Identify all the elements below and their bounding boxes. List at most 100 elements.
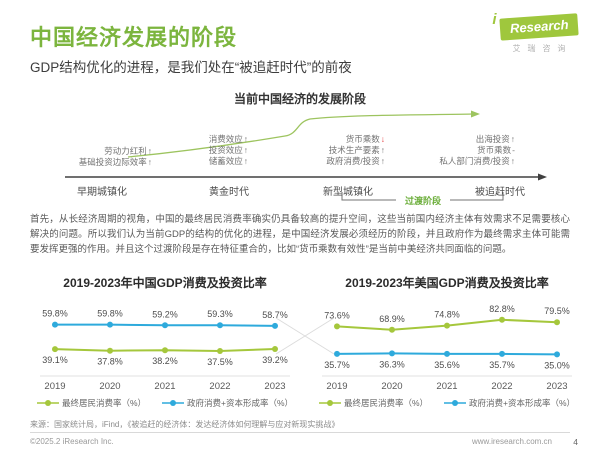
data-label: 73.6%: [324, 310, 350, 320]
data-label: 36.3%: [379, 359, 405, 369]
china-line-chart: 2019 2020 2021 2022 2023 39.1% 37.8% 38.2% 37.5%…: [40, 309, 290, 392]
data-label: 68.9%: [379, 314, 405, 324]
factor-item: 技术生产要素↑: [328, 145, 385, 155]
analysis-paragraph: 首先，从长经济周期的视角，中国的最终居民消费率确实仍具备较高的提升空间，这些当前…: [30, 214, 570, 255]
legend-marker-icon: [318, 400, 341, 406]
data-label: 59.8%: [42, 309, 68, 319]
logo-box: i Research: [493, 11, 579, 41]
x-tick-label: 2023: [546, 381, 567, 392]
transition-bracket: [341, 192, 504, 201]
legend-marker-icon: [36, 400, 59, 406]
data-label: 37.8%: [97, 357, 123, 367]
factor-item: 私人部门消费/投资↑: [439, 156, 515, 166]
data-point: [444, 322, 450, 329]
factor-item: 货币乘数↓: [345, 134, 385, 144]
data-point: [107, 321, 113, 328]
data-point: [334, 350, 340, 357]
factor-group-new-urbanization: 货币乘数↓ 技术生产要素↑ 政府消费/投资↑: [265, 134, 385, 167]
trend-arrow-icon: ↑: [147, 146, 152, 156]
website-url: www.iresearch.com.cn: [471, 437, 552, 446]
chart-crossover-connector: [275, 317, 335, 355]
page-subtitle: GDP结构优化的进程，是我们处在“被追赶时代”的前夜: [30, 60, 352, 75]
data-point: [272, 322, 278, 329]
trend-arrow-icon: ↓: [380, 134, 385, 144]
data-point: [554, 351, 560, 358]
trend-arrow-icon: ↑: [510, 156, 515, 166]
data-label: 58.7%: [262, 310, 288, 320]
data-label: 82.8%: [489, 304, 515, 314]
stage-label-new-urbanization: 新型城镇化: [323, 187, 373, 198]
factor-group-golden-age: 消费效应↑ 投资效应↑ 储蓄效应↑: [176, 134, 248, 167]
source-note: 来源：国家统计局，iFind，《被追赶的经济体：发达经济体如何理解与应对新现实挑…: [30, 420, 340, 429]
trend-arrow-icon: -: [512, 145, 515, 155]
factor-item: 货币乘数-: [477, 145, 515, 155]
legend-label: 最终居民消费率（%）: [343, 398, 429, 408]
legend-item: 最终居民消费率（%）: [36, 397, 146, 409]
growth-curve: [127, 113, 473, 158]
factor-group-early-urbanization: 劳动力红利↑ 基础投资边际效率↑: [40, 146, 152, 168]
us-chart-title: 2019-2023年美国GDP消费及投资比率: [345, 276, 549, 290]
legend-item: 最终居民消费率（%）: [318, 397, 429, 409]
data-label: 79.5%: [544, 306, 570, 316]
data-point: [389, 350, 395, 357]
data-label: 39.2%: [262, 355, 288, 365]
stage-label-golden-age: 黄金时代: [209, 187, 249, 198]
trend-arrow-icon: ↑: [243, 134, 248, 144]
factor-item: 基础投资边际效率↑: [78, 157, 152, 167]
stage-diagram: 当前中国经济的发展阶段 劳动力红利↑ 基础投资边际效率↑ 消费效应↑ 投资效应↑ 储蓄…: [0, 88, 600, 210]
trend-arrow-icon: ↑: [510, 134, 515, 144]
growth-curve-and-axis: [65, 110, 547, 201]
data-point: [444, 350, 450, 357]
x-tick-label: 2019: [326, 381, 347, 392]
logo-brand: Research: [509, 16, 570, 36]
legend-item: 政府消费+资本形成率（%）: [162, 397, 293, 409]
x-tick-label: 2020: [381, 381, 402, 392]
data-point: [162, 347, 168, 354]
stage-label-early-urbanization: 早期城镇化: [77, 187, 127, 198]
china-chart-title: 2019-2023年中国GDP消费及投资比率: [63, 276, 267, 290]
factor-item: 出海投资↑: [475, 134, 515, 144]
china-chart-legend: 最终居民消费率（%） 政府消费+资本形成率（%）: [30, 397, 300, 409]
legend-marker-icon: [444, 400, 467, 406]
data-point: [272, 346, 278, 352]
legend-label: 政府消费+资本形成率（%）: [187, 398, 294, 408]
data-label: 39.1%: [42, 355, 68, 365]
data-point: [334, 323, 340, 330]
transition-stage-label: 过渡阶段: [404, 196, 441, 206]
trend-arrow-icon: ↑: [243, 156, 248, 166]
factor-item: 劳动力红利↑: [104, 146, 152, 156]
x-tick-label: 2019: [44, 381, 65, 392]
page-title: 中国经济发展的阶段: [30, 25, 238, 50]
data-label: 59.3%: [207, 309, 233, 319]
axis-arrowhead: [538, 173, 547, 181]
x-tick-label: 2023: [264, 381, 285, 392]
stage-label-pursued-era: 被追赶时代: [475, 187, 525, 198]
logo-i: i: [492, 11, 497, 29]
data-point: [217, 348, 223, 354]
copyright: ©2025.2 iResearch Inc.: [30, 437, 114, 446]
data-point: [52, 346, 58, 353]
x-tick-label: 2021: [436, 381, 457, 392]
iresearch-logo: i Research 艾瑞咨询: [493, 11, 580, 54]
trend-arrow-icon: ↑: [243, 145, 248, 155]
x-tick-label: 2022: [209, 381, 230, 392]
factor-item: 政府消费/投资↑: [326, 156, 385, 166]
data-label: 35.7%: [324, 360, 350, 370]
factor-item: 投资效应↑: [208, 145, 248, 155]
data-point: [389, 326, 395, 333]
legend-marker-icon: [162, 400, 185, 406]
china-gdp-chart: 2019-2023年中国GDP消费及投资比率 2019 2020 2021 2022 2…: [30, 274, 300, 409]
data-point: [499, 350, 505, 357]
factor-item: 消费效应↑: [208, 134, 248, 144]
x-tick-label: 2022: [491, 381, 512, 392]
us-line-chart: 2019 2020 2021 2022 2023 73.6% 68.9% 74.8% 82.8%…: [322, 304, 572, 392]
footer-divider: [30, 432, 570, 433]
logo-cn-text: 艾瑞咨询: [512, 44, 573, 53]
us-gdp-chart: 2019-2023年美国GDP消费及投资比率 2019 2020 2021 2022 2…: [312, 274, 582, 409]
data-label: 35.0%: [544, 360, 570, 370]
data-label: 35.6%: [434, 360, 460, 370]
trend-arrow-icon: ↑: [380, 156, 385, 166]
page-number: 4: [573, 437, 578, 447]
data-point: [52, 321, 58, 328]
trend-arrow-icon: ↑: [380, 145, 385, 155]
